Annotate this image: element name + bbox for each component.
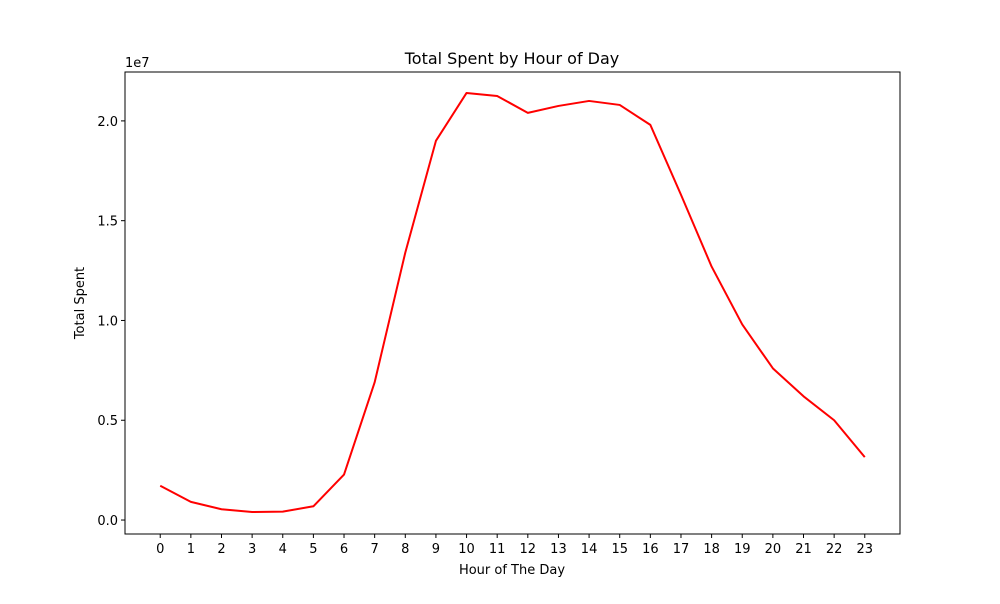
plot-area-frame: [124, 71, 901, 535]
x-tick-label: 16: [642, 542, 659, 557]
x-tick-label: 15: [611, 542, 628, 557]
x-tick-label: 14: [581, 542, 598, 557]
x-tick-label: 13: [550, 542, 567, 557]
y-axis-label: Total Spent: [73, 267, 88, 340]
x-tick-label: 22: [826, 542, 843, 557]
x-axis-ticks: 0 1 2 3 4 5 6 7 8 9 10 11 12 13 14 15 16 17 18 19 20 21 22 23: [156, 534, 873, 557]
x-tick-label: 3: [248, 542, 256, 557]
x-tick-label: 1: [187, 542, 195, 557]
chart-title: Total Spent by Hour of Day: [404, 49, 620, 68]
y-axis-ticks: 0.0 0.5 1.0 1.5 2.0: [97, 115, 125, 529]
x-tick-label: 10: [458, 542, 475, 557]
x-tick-label: 18: [703, 542, 720, 557]
x-tick-label: 0: [156, 542, 164, 557]
y-tick-label: 1.0: [97, 314, 118, 329]
x-tick-label: 19: [734, 542, 751, 557]
x-tick-label: 11: [489, 542, 506, 557]
x-tick-label: 8: [401, 542, 409, 557]
series-line-total-spent: [159, 91, 866, 514]
y-tick-label: 2.0: [97, 115, 118, 130]
x-tick-label: 5: [309, 542, 317, 557]
x-tick-label: 7: [371, 542, 379, 557]
x-axis-label: Hour of The Day: [459, 563, 565, 578]
y-axis-offset-label: 1e7: [125, 56, 150, 71]
y-tick-label: 0.0: [97, 514, 118, 529]
x-tick-label: 17: [673, 542, 690, 557]
y-tick-label: 0.5: [97, 414, 118, 429]
x-tick-label: 9: [432, 542, 440, 557]
x-tick-label: 23: [856, 542, 873, 557]
y-tick-label: 1.5: [97, 215, 118, 230]
x-tick-label: 12: [520, 542, 537, 557]
x-tick-label: 21: [795, 542, 812, 557]
x-tick-label: 4: [279, 542, 287, 557]
x-tick-label: 6: [340, 542, 348, 557]
x-tick-label: 20: [765, 542, 782, 557]
x-tick-label: 2: [217, 542, 225, 557]
